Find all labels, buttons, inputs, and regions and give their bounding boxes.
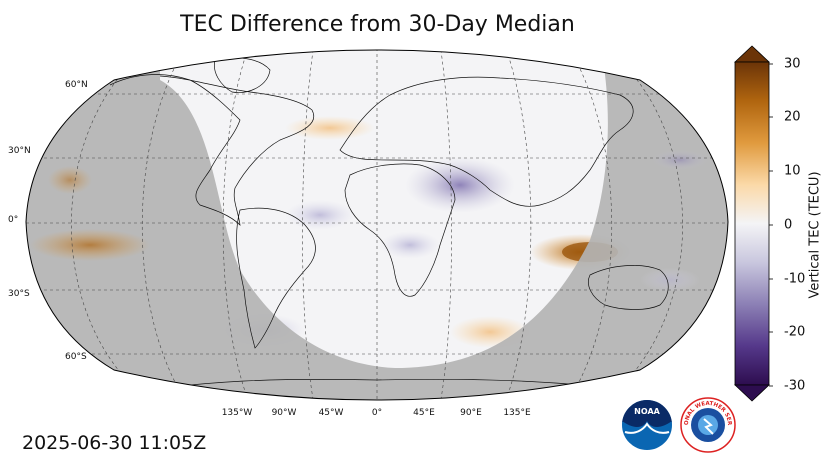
timestamp: 2025-06-30 11:05Z [22, 432, 207, 454]
lon-label: 45°W [318, 408, 344, 418]
north-america-coast [109, 74, 315, 226]
anomaly-blob [652, 150, 708, 170]
lon-label: 90°W [271, 408, 297, 418]
lat-label: 30°N [8, 146, 31, 156]
globe-outline [25, 49, 729, 401]
colorbar [733, 45, 773, 402]
chart-title: TEC Difference from 30-Day Median [180, 12, 575, 37]
lon-label: 135°W [221, 408, 253, 418]
colorbar-tick-label: 0 [784, 217, 793, 233]
colorbar-tick-label: -20 [784, 324, 806, 340]
south-america-coast [236, 207, 316, 349]
noaa-logo-text: NOAA [634, 407, 660, 416]
lat-label: 60°S [65, 352, 87, 362]
lat-label: 30°S [8, 289, 30, 299]
africa-coast [344, 163, 456, 297]
lon-label: 0° [371, 408, 383, 418]
lon-label: 135°E [503, 408, 531, 418]
colorbar-tick-label: 10 [784, 163, 801, 179]
eurasia-coast [339, 76, 634, 207]
anomaly-blob [405, 157, 515, 213]
nws-logo: NATIONAL WEATHER SERVICE [680, 397, 736, 453]
colorbar-tick-label: -10 [784, 271, 806, 287]
lon-label: 90°E [460, 408, 482, 418]
lat-label: 60°N [65, 80, 88, 90]
colorbar-top-extension [733, 45, 771, 63]
australia-coast [588, 265, 669, 310]
anomaly-blob [285, 200, 355, 230]
anomaly-blob [285, 116, 375, 140]
anomaly-blob [30, 229, 150, 261]
colorbar-tick-label: 20 [784, 109, 801, 125]
greenland-coast [214, 57, 271, 93]
colorbar-tick-label: -30 [784, 378, 806, 394]
colorbar-label: Vertical TEC (TECU) [807, 171, 823, 299]
anomaly-blob [380, 231, 440, 259]
graticule [26, 50, 728, 400]
colorbar-tick-label: 30 [784, 56, 801, 72]
anomaly-blob [48, 166, 92, 194]
colorbar-bottom-extension [733, 384, 771, 402]
noaa-logo: NOAA [622, 400, 672, 450]
lat-label: 0° [8, 215, 19, 225]
colorbar-body [734, 61, 770, 386]
lon-label: 45°E [413, 408, 435, 418]
anomaly-blob [640, 268, 700, 292]
